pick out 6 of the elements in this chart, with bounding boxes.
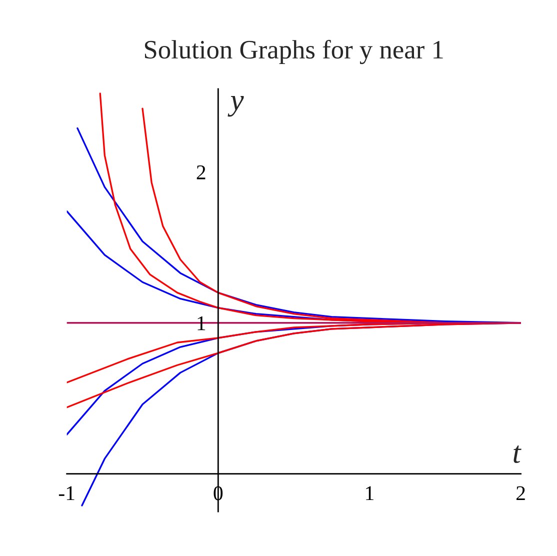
chart-title: Solution Graphs for y near 1 — [144, 40, 443, 64]
x-tick-label: 2 — [516, 486, 525, 500]
x-axis-title: t — [514, 446, 522, 464]
x-tick-label: 1 — [366, 486, 374, 500]
x-tick-label: -1 — [58, 486, 74, 500]
y-axis-title: y — [228, 96, 244, 117]
